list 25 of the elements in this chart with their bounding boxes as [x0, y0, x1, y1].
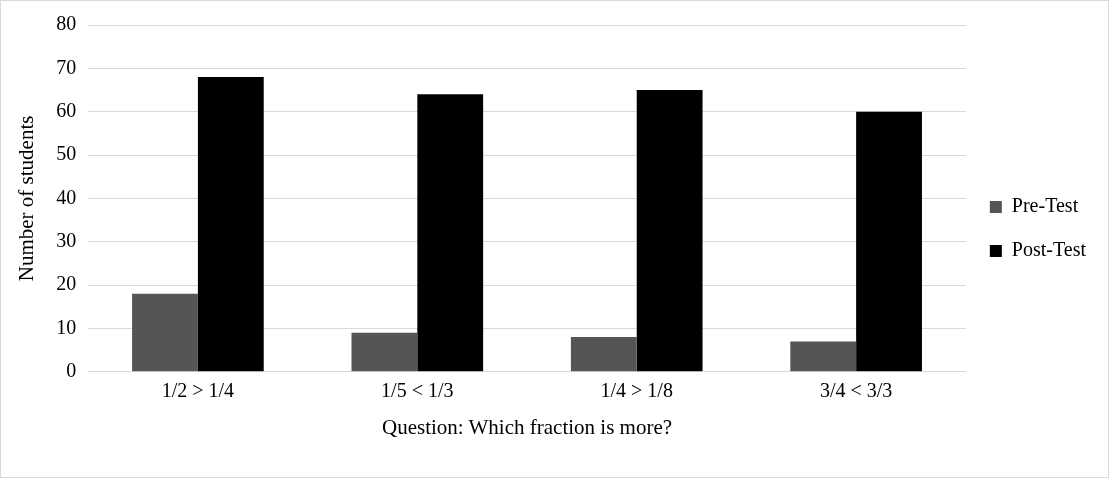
x-tick-label: 1/4 > 1/8 — [600, 379, 673, 402]
y-tick-label: 60 — [56, 98, 77, 121]
legend-label: Post-Test — [1011, 238, 1087, 261]
x-tick-label: 1/2 > 1/4 — [161, 379, 235, 402]
y-tick-label: 10 — [56, 315, 77, 338]
bar — [197, 77, 264, 372]
y-tick-label: 0 — [66, 359, 77, 382]
x-tick-label: 3/4 < 3/3 — [819, 379, 893, 402]
bar — [570, 337, 637, 372]
y-tick-label: 70 — [56, 55, 77, 78]
x-tick-label: 1/5 < 1/3 — [381, 379, 454, 402]
y-tick-label: 80 — [56, 12, 77, 35]
x-axis-title: Question: Which fraction is more? — [382, 414, 673, 439]
bar — [856, 111, 922, 372]
y-tick-label: 50 — [56, 142, 77, 165]
y-tick-label: 30 — [56, 229, 77, 251]
bar — [417, 94, 484, 372]
y-tick-label: 20 — [56, 272, 77, 295]
y-tick-label: 40 — [56, 185, 77, 208]
bar — [790, 341, 857, 372]
bar — [636, 90, 703, 372]
y-axis-title: Number of students — [14, 115, 39, 282]
legend-label: Pre-Test — [1011, 194, 1079, 217]
bar — [132, 293, 198, 372]
bar — [351, 332, 418, 372]
